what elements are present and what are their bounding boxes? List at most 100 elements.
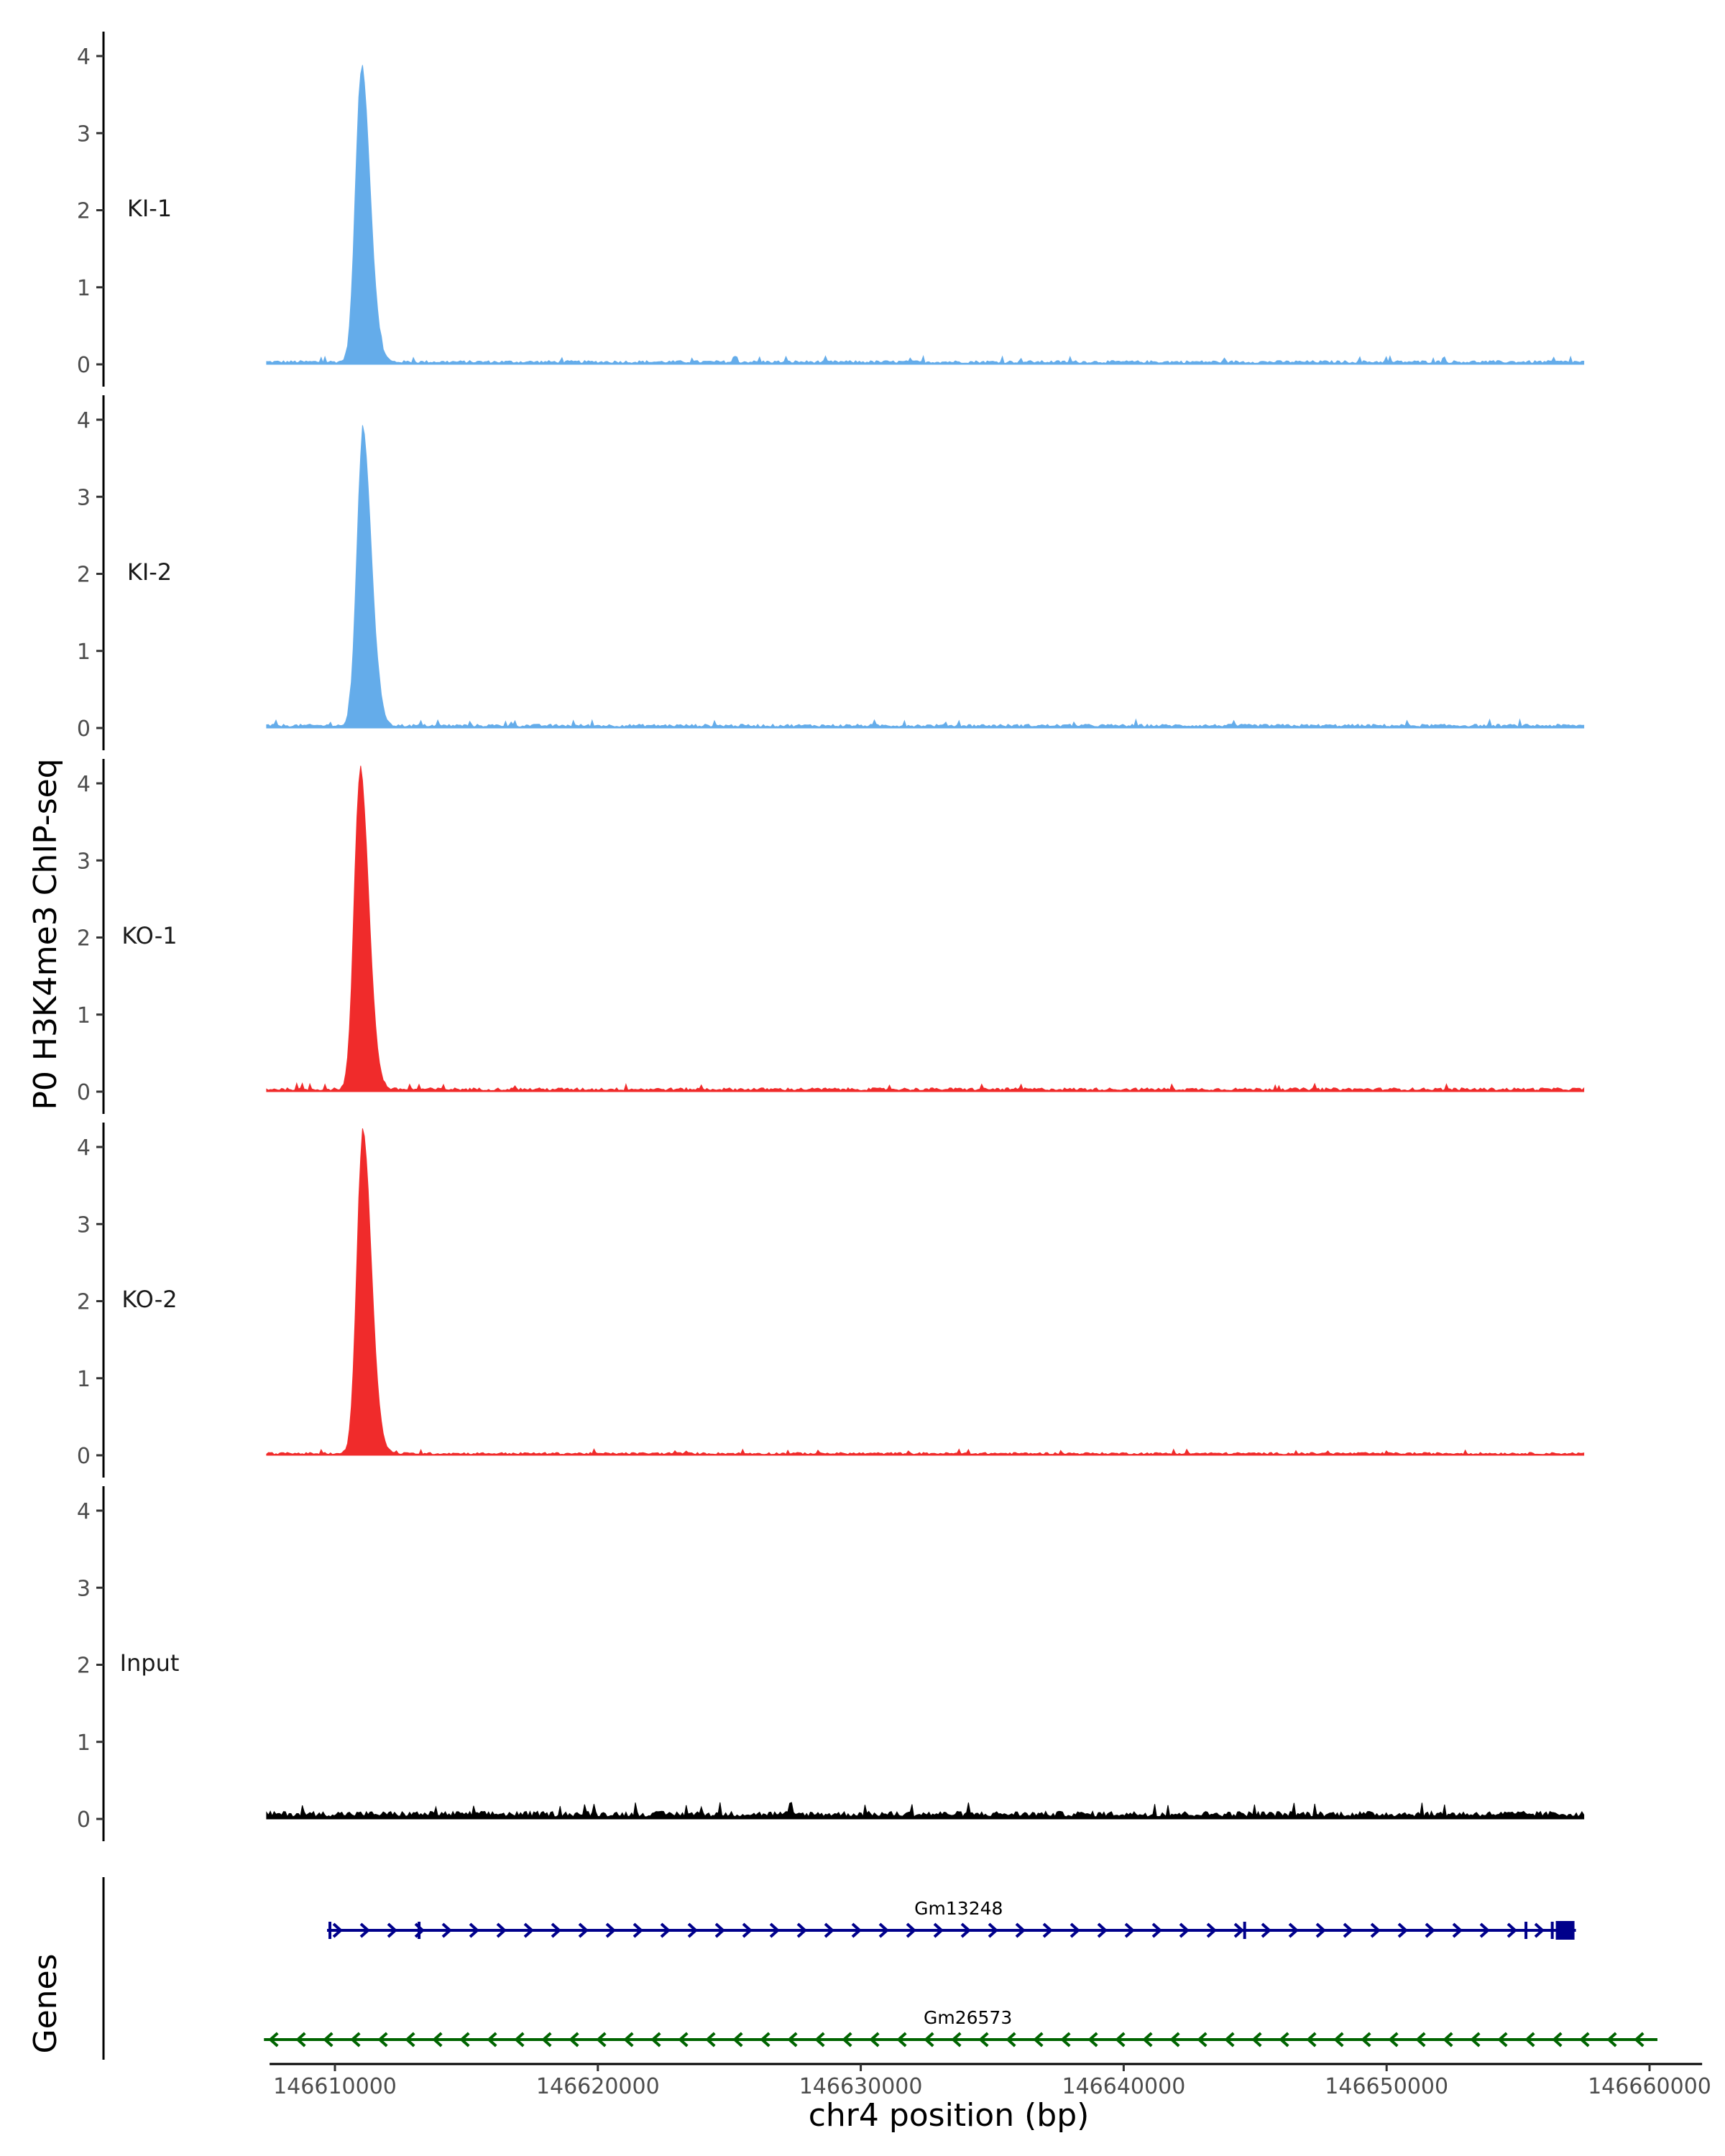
exon-mark [1550,1922,1554,1939]
strand-arrow [1197,2032,1208,2047]
strand-arrow [951,2032,962,2047]
strand-arrow [924,2032,934,2047]
strand-arrow [1042,1922,1054,1938]
track-label: KO-1 [121,922,177,949]
strand-arrow [678,2032,689,2047]
exon-block [1555,1921,1575,1940]
strand-arrow [650,2032,661,2047]
x-tick-label: 146660000 [1588,2074,1711,2099]
x-axis: 146610000 146620000 146630000 146640000 1466… [270,2063,1711,2099]
exon-mark [1524,1922,1528,1939]
x-tick-label: 146620000 [536,2074,660,2099]
strand-arrow [1634,2032,1644,2047]
strand-arrow [1224,2032,1235,2047]
y-tick-label: 4 [77,45,91,70]
x-tick-label: 146650000 [1325,2074,1448,2099]
y-tick-label: 1 [77,1731,91,1756]
y-tick-label: 3 [77,849,91,874]
strand-arrow [1279,2032,1289,2047]
strand-arrow [1343,1922,1354,1938]
y-tick-label: 3 [77,1576,91,1601]
y-tick-label: 0 [77,1444,91,1469]
strand-arrow [1060,2032,1071,2047]
strand-arrow [869,2032,880,2047]
strand-arrow [878,1922,890,1938]
strand-arrow [541,2032,552,2047]
strand-arrow [405,2032,415,2047]
strand-arrow [523,1922,535,1938]
strand-arrow [1534,1922,1545,1938]
strand-arrow [632,1922,644,1938]
strand-arrow [1506,1922,1518,1938]
strand-arrow [824,1922,835,1938]
strand-arrow [1206,1922,1218,1938]
exon-mark [328,1922,332,1939]
exon-mark [418,1922,421,1939]
strand-arrow [814,2032,825,2047]
strand-arrow [1306,2032,1317,2047]
strand-arrow [851,1922,862,1938]
strand-arrow [1097,1922,1108,1938]
strand-arrow [1142,2032,1153,2047]
strand-arrow [1388,2032,1399,2047]
strand-arrow [1425,1922,1436,1938]
strand-arrow [459,2032,470,2047]
strand-arrow [760,2032,770,2047]
x-axis-title: chr4 position (bp) [809,2097,1090,2134]
x-tick-label: 146640000 [1062,2074,1186,2099]
gene-name: Gm13248 [914,1898,1003,1919]
strand-arrow [387,1922,398,1938]
y-tick-label: 2 [77,1290,91,1315]
strand-arrow [1370,1922,1381,1938]
y-tick-label: 2 [77,926,91,952]
y-tick-label: 4 [77,772,91,797]
track-label: Input [120,1649,180,1677]
strand-arrow [1006,2032,1016,2047]
track-input: 0 1 2 3 4 Input [77,1486,1585,1841]
strand-arrow [687,1922,699,1938]
strand-arrow [1033,2032,1044,2047]
y-tick-label: 0 [77,1807,91,1833]
strand-arrow [978,2032,989,2047]
strand-arrow [1333,2032,1344,2047]
strand-arrow [933,1922,944,1938]
strand-arrow [432,2032,443,2047]
strand-arrow [469,1922,480,1938]
strand-arrow [377,2032,388,2047]
y-tick-label: 2 [77,563,91,588]
strand-arrow [350,2032,361,2047]
strand-arrow [787,2032,798,2047]
strand-arrow [742,1922,753,1938]
strand-arrow [896,2032,907,2047]
strand-arrow [988,1922,999,1938]
y-tick-label: 4 [77,408,91,433]
strand-arrow [268,2032,279,2047]
y-tick-label: 4 [77,1499,91,1524]
strand-arrow [496,1922,507,1938]
strand-arrow [1443,2032,1453,2047]
strand-arrow [1115,2032,1126,2047]
genes-track-title: Genes [27,1953,64,2053]
strand-arrow [1479,1922,1491,1938]
strand-arrow [1552,2032,1563,2047]
y-tick-label: 0 [77,717,91,742]
strand-arrow [1497,2032,1508,2047]
y-tick-label: 2 [77,199,91,224]
x-tick-label: 146630000 [799,2074,923,2099]
gene-name: Gm26573 [924,2007,1012,2028]
strand-arrow [487,2032,497,2047]
track-label: KI-2 [127,558,172,586]
strand-arrow [1251,2032,1262,2047]
y-tick-label: 0 [77,1080,91,1105]
signal-area [266,765,1585,1092]
y-tick-label: 1 [77,1367,91,1392]
x-tick-label: 146610000 [273,2074,397,2099]
strand-arrow [1015,1922,1026,1938]
strand-arrow [705,2032,716,2047]
strand-arrow [769,1922,781,1938]
track-ki-1: 0 1 2 3 4 KI-1 [77,32,1585,387]
strand-arrow [1179,1922,1190,1938]
track-ko-2: 0 1 2 3 4 KO-2 [77,1123,1585,1478]
y-tick-label: 3 [77,121,91,147]
